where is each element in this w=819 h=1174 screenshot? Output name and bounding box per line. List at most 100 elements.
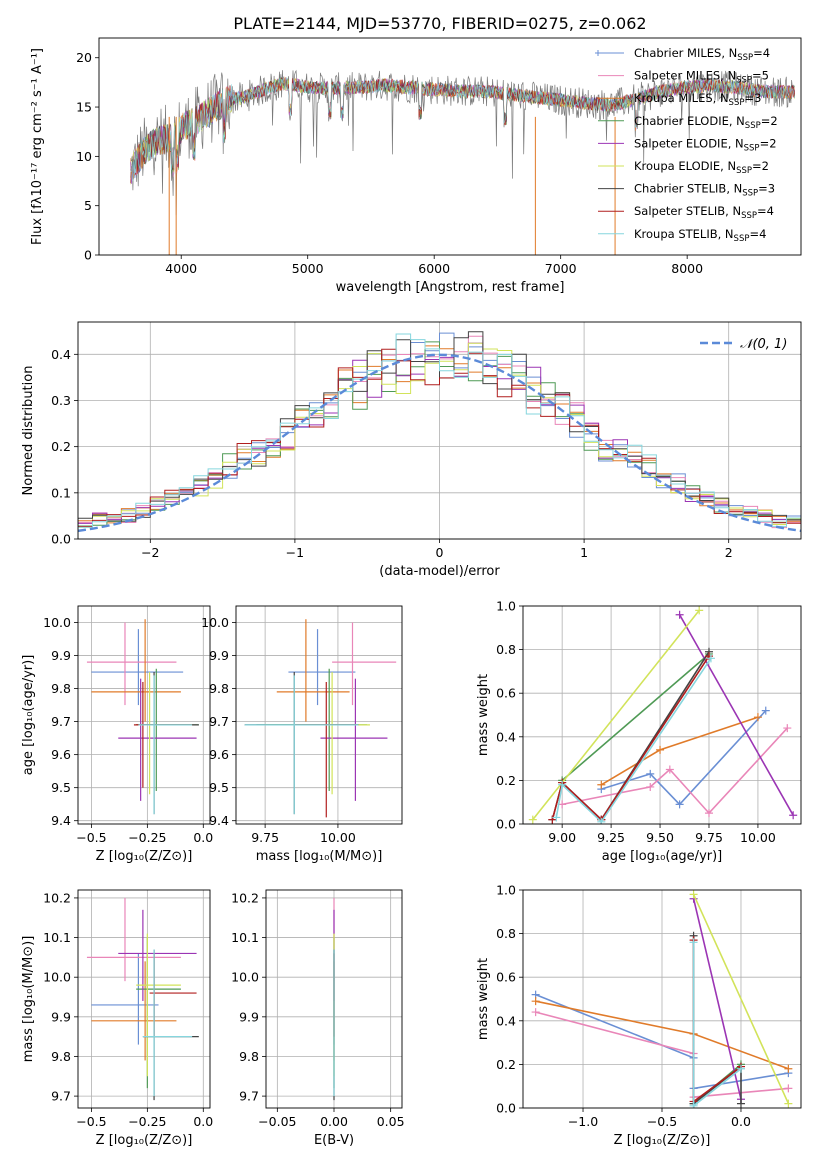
age-vs-metallicity-plot: −0.5 −0.25 0.0 9.4 9.5 9.6 9.7 9.8 9.9 10.0 Z [log… [21,605,213,864]
legend-label-suffix: =4 [757,204,774,218]
x-tick-label: −1 [286,545,304,560]
x-tick-label: 10.00 [320,830,356,845]
weight-point-marker [695,606,704,615]
x-tick-label: −0.05 [258,1114,296,1129]
weight-point-marker [665,765,674,774]
x-tick-label: −0.5 [647,1114,677,1129]
weight-point-marker [704,809,713,818]
legend-label-main: Kroupa MILES, N [634,91,729,105]
y-tick-label: 0.2 [51,439,71,454]
weight-point-marker [675,610,684,619]
y-tick-label: 9.9 [51,1009,71,1024]
y-tick-label: 0.8 [496,642,516,657]
y-tick-label: 0.3 [51,393,71,408]
weight-series-line [678,614,794,816]
grid-lines [523,605,801,825]
axes-frame [522,889,802,1109]
legend-label: Chabrier STELIB, NSSP=3 [634,182,775,199]
figure-title: PLATE=2144, MJD=53770, FIBERID=0275, z=0… [233,14,646,33]
legend-label-suffix: =2 [761,114,778,128]
x-axis-label: (data-model)/error [379,564,500,579]
y-tick-label: 9.6 [209,747,229,762]
y-tick-label: 9.9 [239,1009,259,1024]
legend-label-main: Salpeter STELIB, N [634,204,741,218]
legend-label: Kroupa STELIB, NSSP=4 [634,227,766,244]
y-tick-label: 10.2 [43,890,71,905]
y-tick-label: 9.9 [209,648,229,663]
y-tick-label: 9.7 [239,1089,259,1104]
plot-area [531,890,793,1108]
normal-distribution-curve [78,353,801,533]
weight-point-marker [597,780,606,789]
grid-lines [236,606,402,824]
y-tick-label: 9.9 [51,648,71,663]
x-tick-label: 9.00 [548,830,576,845]
axes-frame [235,605,403,825]
y-tick-label: 9.6 [51,747,71,762]
x-axis-label: age [log₁₀(age/yr)] [602,849,723,864]
legend-label: Chabrier MILES, NSSP=4 [634,46,770,63]
y-tick-label: 0.0 [51,532,71,547]
legend-label: Salpeter MILES, NSSP=5 [634,69,769,86]
y-tick-label: 0 [84,248,92,263]
weight-series-line [555,657,712,824]
y-axis-label: age [log₁₀(age/yr)] [21,655,36,776]
x-tick-label: −2 [141,545,159,560]
axes-frame [77,605,211,825]
legend-label: Kroupa MILES, NSSP=3 [634,91,761,108]
legend-label: Salpeter STELIB, NSSP=4 [634,204,774,221]
x-tick-label: 0 [436,545,444,560]
y-tick-label: 10.0 [43,970,71,985]
axes-frame [77,889,211,1109]
x-tick-label: 0.0 [193,830,213,845]
y-tick-label: 9.4 [209,813,229,828]
y-tick-label: 0.8 [496,926,516,941]
legend-marker [595,50,601,56]
weight-point-marker [552,813,561,822]
age-vs-mass-plot: 9.75 10.00 9.4 9.5 9.6 9.7 9.8 9.9 10.0 mass [log… [201,605,403,864]
weight-point-marker [531,997,540,1006]
x-tick-label: −0.25 [128,830,166,845]
y-tick-label: 10.0 [43,615,71,630]
weight-series-line [692,935,742,1106]
y-tick-label: 10.1 [43,930,71,945]
y-tick-label: 0.2 [496,1057,516,1072]
axes-frame [265,889,403,1109]
weight-point-marker [558,780,567,789]
x-tick-label: 5000 [292,261,324,276]
weight-point-marker [646,769,655,778]
weight-point-marker [689,1101,698,1108]
residual-histogram-plot: −2 −1 0 1 2 0.0 0.1 0.2 0.3 0.4 (data-model)/error… [21,321,802,579]
y-tick-label: 0.6 [496,970,516,985]
y-tick-label: 5 [84,198,92,213]
plot-area [86,897,199,1101]
x-tick-label: −0.25 [128,1114,166,1129]
weight-point-marker [689,938,698,947]
weight-point-marker [706,654,715,663]
x-tick-label: 8000 [671,261,703,276]
grid-lines [523,889,801,1109]
legend-label-subscript: SSP [742,189,758,199]
plot-area [86,619,199,815]
x-tick-label: 0.0 [731,1114,751,1129]
y-tick-label: 0.1 [51,485,71,500]
model-spectrum-line [130,76,795,182]
axes-frame [522,605,802,825]
weight-point-marker [784,1084,793,1093]
x-axis-label: wavelength [Angstrom, rest frame] [336,280,565,295]
x-axis-label: mass [log₁₀(M/M⊙)] [256,849,383,864]
y-tick-label: 1.0 [496,883,516,898]
y-tick-label: 0.0 [496,817,516,832]
histogram-step-line [78,333,801,539]
legend-label-subscript: SSP [744,143,760,153]
x-tick-label: −0.5 [76,830,106,845]
weight-point-marker [656,745,665,754]
plot-area [528,606,798,824]
legend-label-suffix: =3 [758,182,775,196]
weight-point-marker [558,800,567,809]
y-tick-label: 10.0 [231,970,259,985]
mass-vs-extinction-plot: −0.05 0.00 0.05 9.7 9.8 9.9 10.0 10.1 10.2 E(B-V) [231,889,405,1148]
weight-point-marker [675,800,684,809]
weight-vs-metallicity-plot: −1.0 −0.5 0.0 0.0 0.2 0.4 0.6 0.8 1.0 Z [log₁₀(Z/… [476,883,802,1148]
